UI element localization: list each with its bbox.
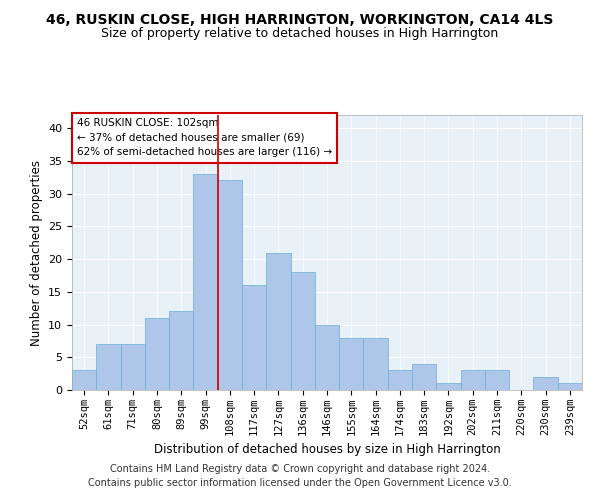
- Bar: [96, 344, 121, 390]
- Bar: [485, 370, 509, 390]
- Text: Contains HM Land Registry data © Crown copyright and database right 2024.
Contai: Contains HM Land Registry data © Crown c…: [88, 464, 512, 487]
- Text: 46 RUSKIN CLOSE: 102sqm
← 37% of detached houses are smaller (69)
62% of semi-de: 46 RUSKIN CLOSE: 102sqm ← 37% of detache…: [77, 118, 332, 158]
- Bar: [169, 312, 193, 390]
- Bar: [388, 370, 412, 390]
- Bar: [533, 377, 558, 390]
- Bar: [436, 384, 461, 390]
- Bar: [193, 174, 218, 390]
- Bar: [339, 338, 364, 390]
- Bar: [364, 338, 388, 390]
- Bar: [218, 180, 242, 390]
- Text: Size of property relative to detached houses in High Harrington: Size of property relative to detached ho…: [101, 28, 499, 40]
- Bar: [315, 324, 339, 390]
- Text: 46, RUSKIN CLOSE, HIGH HARRINGTON, WORKINGTON, CA14 4LS: 46, RUSKIN CLOSE, HIGH HARRINGTON, WORKI…: [46, 12, 554, 26]
- Bar: [558, 384, 582, 390]
- Bar: [290, 272, 315, 390]
- Bar: [121, 344, 145, 390]
- Bar: [145, 318, 169, 390]
- Bar: [266, 252, 290, 390]
- Bar: [461, 370, 485, 390]
- Bar: [412, 364, 436, 390]
- Bar: [242, 285, 266, 390]
- Bar: [72, 370, 96, 390]
- X-axis label: Distribution of detached houses by size in High Harrington: Distribution of detached houses by size …: [154, 444, 500, 456]
- Y-axis label: Number of detached properties: Number of detached properties: [29, 160, 43, 346]
